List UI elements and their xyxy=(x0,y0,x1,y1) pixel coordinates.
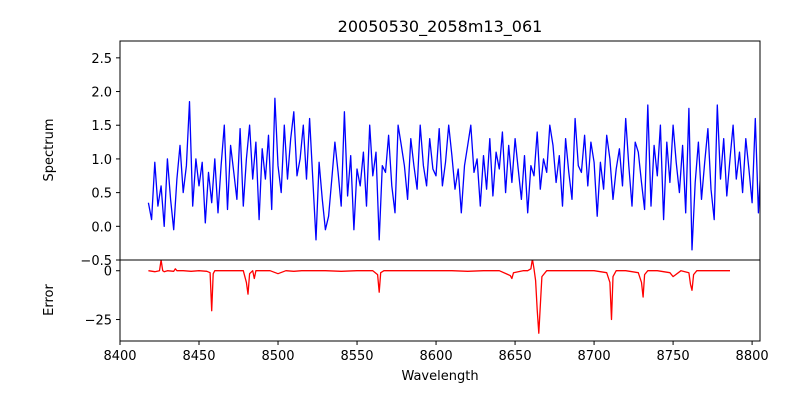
error-plot-frame xyxy=(119,259,761,342)
spectrum-y-tick-label: 1.5 xyxy=(91,119,112,134)
spectrum-series-line xyxy=(147,97,760,251)
error-y-label: Error xyxy=(42,284,57,316)
error-y-axis: 0 −25 xyxy=(85,265,120,329)
spectrum-series-group xyxy=(147,97,760,251)
wavelength-x-axis: 8400 8450 8500 8550 8600 8650 8700 8750 8800 xyxy=(103,341,769,364)
error-series-group xyxy=(148,260,730,334)
error-y-tick-label: 0 xyxy=(104,265,112,280)
error-y-tick-label: −25 xyxy=(85,314,112,329)
x-tick-label: 8400 xyxy=(103,349,136,364)
x-tick-label: 8450 xyxy=(182,349,215,364)
error-series-line xyxy=(148,260,730,334)
spectrum-y-tick-label: 2.0 xyxy=(91,86,112,101)
x-tick-label: 8500 xyxy=(261,349,294,364)
chart-title: 20050530_2058m13_061 xyxy=(338,17,543,37)
x-tick-label: 8600 xyxy=(420,349,453,364)
x-tick-label: 8650 xyxy=(499,349,532,364)
x-tick-label: 8750 xyxy=(657,349,690,364)
spectrum-y-tick-label: 1.0 xyxy=(91,153,112,168)
x-axis-label: Wavelength xyxy=(401,369,478,384)
spectrum-y-axis: −0.5 0.0 0.5 1.0 1.5 2.0 2.5 xyxy=(80,52,120,269)
x-tick-label: 8550 xyxy=(340,349,373,364)
spectrum-y-tick-label: 2.5 xyxy=(91,52,112,67)
spectrum-panel: 20050530_2058m13_061 −0.5 0.0 0.5 1.0 1.5 2.0… xyxy=(42,17,761,269)
spectrum-y-tick-label: −0.5 xyxy=(80,254,112,269)
spectrum-y-tick-label: 0.0 xyxy=(91,220,112,235)
error-panel: 0 −25 8400 8450 8500 8550 8600 8650 8700 8750 880… xyxy=(42,259,769,384)
x-tick-label: 8700 xyxy=(578,349,611,364)
x-tick-label: 8800 xyxy=(736,349,769,364)
spectrum-y-tick-label: 0.5 xyxy=(91,187,112,202)
spectrum-y-label: Spectrum xyxy=(42,119,57,182)
